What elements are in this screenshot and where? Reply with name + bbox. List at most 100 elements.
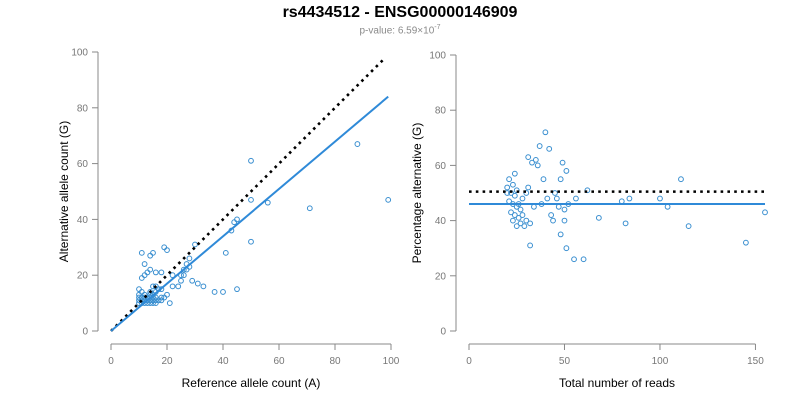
data-point <box>138 289 145 295</box>
data-point <box>504 190 511 196</box>
data-point <box>158 294 165 301</box>
data-point <box>164 291 170 298</box>
data-point <box>517 206 524 213</box>
data-point <box>552 190 558 196</box>
data-point <box>138 275 145 281</box>
y-tick-label: 80 <box>435 106 447 117</box>
reference-line <box>110 56 387 332</box>
data-point <box>561 217 568 224</box>
y-axis-title: Alternative allele count (G) <box>57 121 71 262</box>
y-tick-label: 60 <box>77 159 89 170</box>
data-point <box>762 209 768 216</box>
data-point <box>150 249 156 256</box>
data-point <box>580 256 587 263</box>
data-point <box>532 156 539 163</box>
y-tick-label: 20 <box>435 271 447 282</box>
y-tick-label: 40 <box>77 215 89 226</box>
x-tick-label: 20 <box>161 356 173 367</box>
data-point <box>548 212 555 218</box>
data-point <box>523 217 530 224</box>
data-point <box>550 217 556 224</box>
data-point <box>158 269 165 276</box>
data-point <box>523 190 530 196</box>
data-point <box>220 289 226 295</box>
data-point <box>189 277 196 284</box>
chart-title: rs4434512 - ENSG00000146909 <box>282 4 518 21</box>
x-tick-label: 0 <box>108 356 114 367</box>
data-point <box>618 198 625 205</box>
x-tick-label: 100 <box>383 356 400 367</box>
data-point <box>536 143 543 149</box>
data-point <box>525 184 532 191</box>
data-point <box>504 184 511 191</box>
data-point <box>147 252 154 259</box>
data-point <box>169 272 176 279</box>
data-point <box>664 203 671 210</box>
data-point <box>557 176 564 183</box>
x-tick-label: 80 <box>329 356 341 367</box>
y-tick-label: 0 <box>440 327 446 338</box>
data-point <box>657 195 663 202</box>
data-point <box>248 157 254 164</box>
data-point <box>200 283 207 290</box>
data-point <box>529 159 535 166</box>
data-point <box>141 272 148 279</box>
data-point <box>595 214 602 221</box>
data-point <box>521 223 528 230</box>
data-point <box>152 269 159 276</box>
data-point <box>525 154 532 161</box>
data-point <box>152 297 159 304</box>
data-point <box>385 196 392 203</box>
x-tick-label: 60 <box>273 356 285 367</box>
data-point <box>138 249 145 256</box>
data-point <box>511 212 518 218</box>
y-tick-label: 0 <box>82 327 88 338</box>
data-point <box>508 209 514 216</box>
data-point <box>553 195 560 202</box>
data-point <box>234 216 240 223</box>
data-point <box>180 272 187 279</box>
data-point <box>248 196 254 203</box>
data-point <box>513 223 520 230</box>
y-tick-label: 40 <box>435 216 447 227</box>
x-axis-title: Reference allele count (A) <box>182 376 321 390</box>
data-point <box>517 220 524 227</box>
data-point <box>573 195 579 202</box>
data-point <box>178 277 184 284</box>
data-point <box>264 199 271 206</box>
data-point <box>180 266 187 273</box>
data-point <box>161 244 168 251</box>
data-point <box>175 283 182 290</box>
data-point <box>192 241 198 248</box>
data-point <box>141 261 148 267</box>
data-point <box>584 187 591 194</box>
data-point <box>231 219 238 226</box>
x-tick-label: 0 <box>466 356 472 367</box>
data-point <box>136 286 142 293</box>
data-point <box>563 245 570 252</box>
data-point <box>510 181 516 188</box>
y-tick-label: 100 <box>429 51 446 62</box>
data-point <box>542 129 549 136</box>
data-point <box>561 206 568 213</box>
data-point <box>527 242 534 249</box>
data-point <box>186 255 193 262</box>
data-point <box>506 176 513 183</box>
data-point <box>685 223 692 230</box>
data-point <box>519 195 526 202</box>
data-point <box>555 203 562 210</box>
data-point <box>559 159 566 166</box>
x-tick-label: 150 <box>747 356 764 367</box>
data-point <box>164 247 170 253</box>
pvalue-exponent: -7 <box>434 24 441 31</box>
x-tick-label: 50 <box>559 356 571 367</box>
x-axis-title: Total number of reads <box>559 376 675 390</box>
y-tick-label: 60 <box>435 161 447 172</box>
data-point <box>511 192 518 199</box>
y-tick-label: 100 <box>71 48 88 59</box>
y-tick-label: 80 <box>77 103 89 114</box>
data-point <box>306 205 313 212</box>
y-tick-label: 20 <box>77 271 89 282</box>
data-point <box>527 220 534 227</box>
